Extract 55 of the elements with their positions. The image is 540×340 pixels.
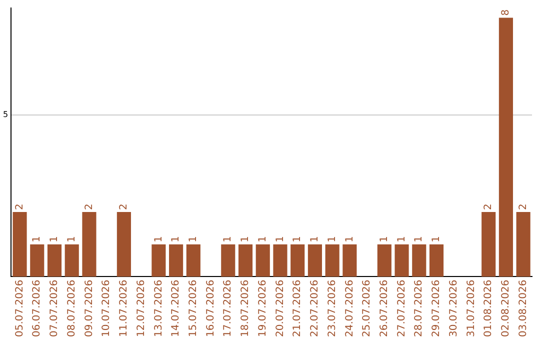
x-tick-label: 20.07.2026	[274, 280, 286, 338]
x-tick-label: 05.07.2026	[14, 280, 26, 338]
data-label: 1	[257, 236, 268, 242]
data-label: 1	[431, 236, 442, 242]
x-tick-label: 30.07.2026	[448, 280, 460, 338]
data-label: 1	[153, 236, 164, 242]
x-tick-label: 03.08.2026	[518, 280, 529, 338]
data-label: 1	[188, 236, 199, 242]
data-label: 2	[518, 204, 529, 210]
x-tick-label: 12.07.2026	[136, 280, 147, 338]
data-label: 1	[344, 236, 356, 242]
x-tick-label: 01.08.2026	[483, 280, 494, 338]
data-label: 1	[396, 236, 408, 242]
data-label: 2	[14, 204, 26, 210]
x-tick-label: 11.07.2026	[118, 280, 130, 338]
data-label: 1	[66, 236, 78, 242]
data-label: 1	[32, 236, 43, 242]
data-label: 1	[414, 236, 425, 242]
x-tick-label: 14.07.2026	[170, 280, 182, 338]
x-tick-label: 13.07.2026	[153, 280, 164, 338]
data-label: 1	[274, 236, 286, 242]
x-tick-label: 27.07.2026	[396, 280, 408, 338]
x-tick-label: 21.07.2026	[292, 280, 304, 338]
data-label: 1	[379, 236, 390, 242]
x-tick-label: 10.07.2026	[101, 280, 112, 338]
x-tick-label: 19.07.2026	[257, 280, 268, 338]
data-label: 1	[310, 236, 321, 242]
x-tick-label: 29.07.2026	[431, 280, 442, 338]
x-tick-label: 23.07.2026	[326, 280, 338, 338]
x-tick-label: 25.07.2026	[362, 280, 373, 338]
x-tick-label: 28.07.2026	[414, 280, 425, 338]
x-tick-label: 17.07.2026	[222, 280, 234, 338]
x-tick-label: 22.07.2026	[310, 280, 321, 338]
x-tick-label: 02.08.2026	[500, 280, 512, 338]
x-tick-label: 31.07.2026	[466, 280, 477, 338]
x-tick-label: 18.07.2026	[240, 280, 252, 338]
x-tick-label: 15.07.2026	[188, 280, 199, 338]
y-tick-label: 5	[2, 110, 8, 119]
data-label: 1	[240, 236, 252, 242]
x-tick-label: 07.07.2026	[49, 280, 60, 338]
data-label: 2	[118, 204, 130, 210]
data-label: 8	[500, 9, 512, 16]
x-tick-label: 09.07.2026	[84, 280, 95, 338]
x-tick-label: 06.07.2026	[32, 280, 43, 338]
data-label: 1	[292, 236, 304, 242]
data-label: 1	[222, 236, 234, 242]
x-tick-label: 08.07.2026	[66, 280, 78, 338]
data-label: 2	[84, 204, 95, 210]
x-tick-label: 16.07.2026	[205, 280, 216, 338]
data-label: 1	[170, 236, 182, 242]
x-tick-label: 26.07.2026	[379, 280, 390, 338]
data-label: 2	[483, 204, 494, 210]
data-label: 1	[326, 236, 338, 242]
data-label: 1	[49, 236, 60, 242]
x-tick-label: 24.07.2026	[344, 280, 356, 338]
